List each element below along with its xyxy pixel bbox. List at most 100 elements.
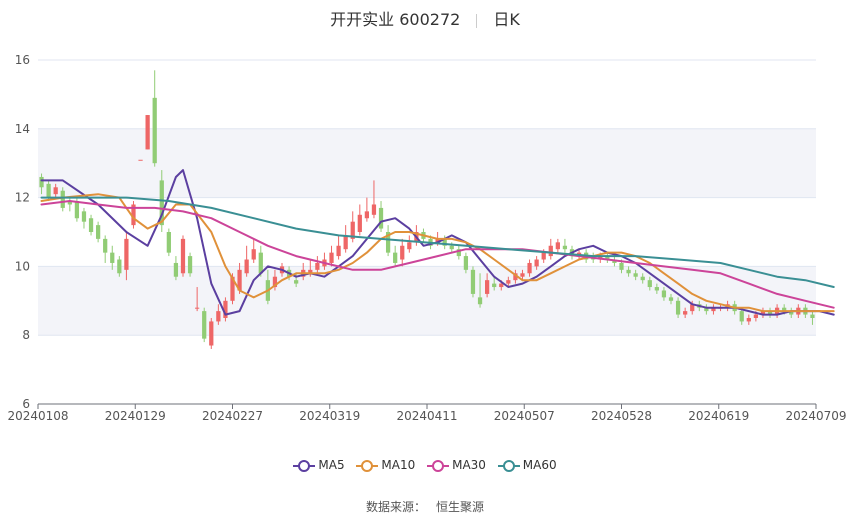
period-label: 日K [493, 10, 520, 29]
candle-body [67, 201, 72, 205]
x-tick-label: 20240108 [7, 409, 68, 423]
candle-body [789, 311, 794, 315]
candle-body [110, 252, 115, 263]
source-provider: 恒生聚源 [436, 500, 485, 514]
candle-body [209, 321, 214, 346]
candle-body [470, 269, 476, 294]
legend-label: MA30 [452, 458, 486, 472]
candle-body [456, 249, 461, 257]
candle-body [195, 307, 200, 309]
candle-body [46, 183, 51, 198]
legend-item-ma10[interactable]: MA10 [356, 458, 415, 473]
candle-body [492, 283, 497, 288]
candle-body [668, 297, 674, 301]
candle-body [562, 245, 568, 250]
candle-body [767, 311, 773, 315]
ma60-legend-icon [497, 459, 520, 472]
x-tick-label: 20240129 [105, 409, 166, 423]
candle-body [619, 262, 624, 270]
candle-body [810, 314, 815, 318]
candle-body [88, 218, 94, 232]
candle-body [506, 280, 511, 284]
legend-label: MA5 [318, 458, 345, 472]
candle-body [39, 176, 44, 188]
candle-body [499, 283, 504, 288]
chart-legend: MA5 MA10 MA30 MA60 [0, 458, 850, 473]
candle-body [74, 201, 80, 219]
candle-body [746, 318, 751, 322]
candle-body [230, 276, 235, 301]
candle-body [329, 252, 334, 263]
candle-body [95, 225, 101, 239]
candle-body [159, 180, 164, 226]
candle-body [124, 238, 129, 270]
candle-body [541, 252, 546, 260]
legend-item-ma5[interactable]: MA5 [293, 458, 345, 473]
legend-item-ma60[interactable]: MA60 [497, 458, 557, 473]
candle-body [782, 307, 787, 312]
legend-label: MA10 [381, 458, 416, 472]
candle-body [647, 280, 652, 288]
candle-body [683, 311, 688, 315]
candle-body [272, 276, 278, 288]
x-tick-label: 20240528 [591, 409, 652, 423]
candle-body [378, 207, 384, 229]
candle-body [244, 259, 249, 274]
candle-body [364, 211, 370, 219]
candle-body [53, 187, 58, 195]
candle-body [534, 259, 539, 267]
candle-body [357, 214, 362, 232]
candle-body [449, 245, 454, 250]
x-tick-label: 20240507 [494, 409, 555, 423]
data-source: 数据来源： 恒生聚源 [0, 498, 850, 515]
ma30-line [40, 200, 835, 309]
chart-header: 开开实业 600272 日K [0, 6, 850, 30]
candle-body [294, 280, 299, 284]
candle-body [400, 245, 405, 260]
y-tick-label: 16 [15, 53, 30, 67]
candle-body [484, 280, 490, 294]
candle-body [81, 211, 87, 222]
candle-body [60, 190, 65, 208]
candle-body [237, 269, 242, 291]
candle-body [605, 256, 610, 260]
ma30-legend-icon [427, 459, 450, 472]
x-tick-label: 20240709 [785, 409, 846, 423]
candlestick-chart: 6 8 10 12 14 16 20240108 20240129 20240227 202403… [7, 53, 846, 423]
y-tick-label: 10 [15, 259, 30, 273]
candle-body [145, 115, 150, 150]
y-tick-label: 6 [22, 397, 30, 411]
chart-title: 开开实业 600272 [330, 10, 461, 29]
candle-body [654, 287, 659, 291]
candle-body [385, 232, 391, 253]
candle-body [187, 256, 193, 274]
x-tick-label: 20240319 [299, 409, 360, 423]
candle-body [760, 311, 766, 315]
source-label: 数据来源： [365, 500, 426, 514]
candle-body [626, 269, 631, 274]
title-divider [476, 13, 478, 28]
candle-body [350, 221, 355, 239]
candle-body [513, 273, 518, 281]
x-tick-label: 20240227 [202, 409, 263, 423]
x-tick-label: 20240411 [396, 409, 457, 423]
candle-body [661, 290, 667, 298]
candle-body [690, 304, 695, 312]
candle-body [675, 300, 681, 315]
candle-body [527, 262, 532, 274]
candle-body [704, 307, 709, 312]
ma60-line [40, 196, 835, 288]
candle-body [166, 232, 171, 253]
legend-item-ma30[interactable]: MA30 [427, 458, 486, 473]
y-tick-label: 8 [22, 328, 30, 342]
candle-body [477, 297, 483, 305]
candle-body [407, 242, 412, 250]
candle-body [442, 238, 447, 246]
candle-body [152, 97, 157, 164]
candle-body [173, 262, 179, 277]
ma5-legend-icon [293, 459, 316, 472]
candle-body [117, 259, 122, 274]
candle-body [393, 252, 398, 263]
candle-body [315, 262, 320, 270]
candle-body [520, 273, 525, 277]
